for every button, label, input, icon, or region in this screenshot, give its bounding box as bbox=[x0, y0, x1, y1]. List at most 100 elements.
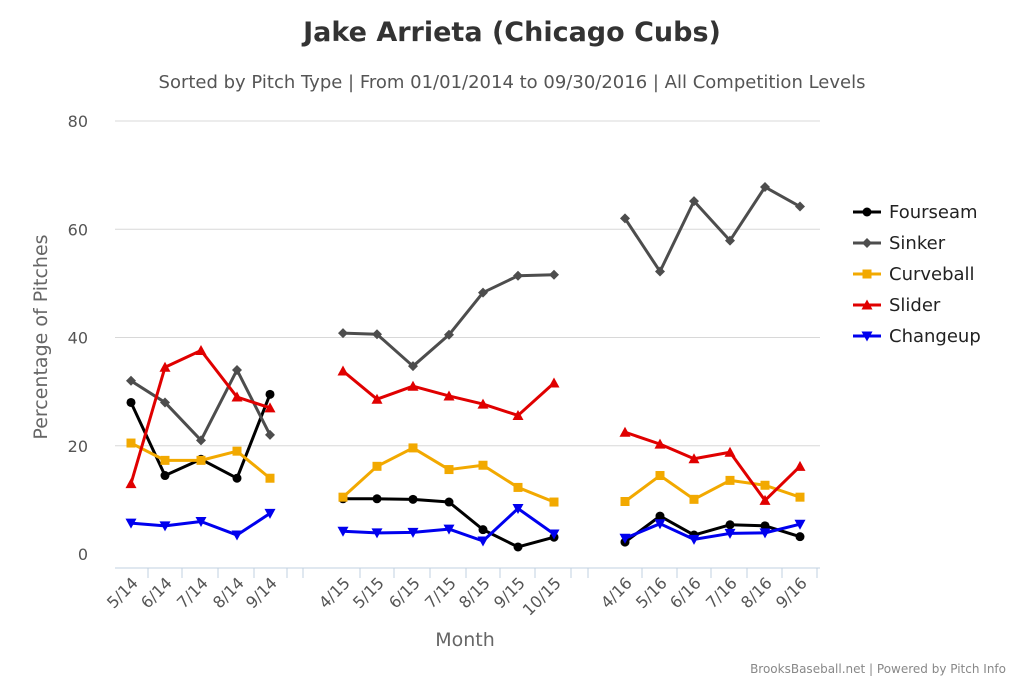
changeup-point[interactable] bbox=[794, 519, 806, 530]
fourseam-point[interactable] bbox=[232, 473, 242, 483]
curveball-point[interactable] bbox=[372, 461, 382, 471]
slider-point[interactable] bbox=[231, 391, 243, 402]
sinker-point[interactable] bbox=[549, 269, 559, 280]
changeup-point[interactable] bbox=[125, 518, 137, 529]
legend-marker[interactable] bbox=[861, 299, 873, 310]
curveball-point[interactable] bbox=[620, 496, 630, 506]
slider-point[interactable] bbox=[337, 365, 349, 376]
curveball-point[interactable] bbox=[160, 455, 170, 465]
fourseam-point[interactable] bbox=[655, 511, 665, 521]
fourseam-point[interactable] bbox=[160, 471, 170, 481]
changeup-point[interactable] bbox=[407, 527, 419, 538]
slider-point[interactable] bbox=[125, 478, 137, 489]
fourseam-point[interactable] bbox=[478, 525, 488, 535]
changeup-point[interactable] bbox=[759, 528, 771, 539]
slider-point[interactable] bbox=[794, 460, 806, 471]
slider-point[interactable] bbox=[548, 377, 560, 388]
sinker-point[interactable] bbox=[408, 361, 418, 372]
sinker-point[interactable] bbox=[160, 397, 170, 408]
changeup-point[interactable] bbox=[443, 524, 455, 535]
sinker-point[interactable] bbox=[760, 182, 770, 193]
sinker-point[interactable] bbox=[795, 201, 805, 212]
curveball-point[interactable] bbox=[265, 473, 275, 483]
changeup-point[interactable] bbox=[724, 528, 736, 539]
legend[interactable]: Fourseam Sinker Curveball Slider Changeup bbox=[853, 202, 981, 347]
curveball-point[interactable] bbox=[232, 446, 242, 456]
changeup-point[interactable] bbox=[619, 533, 631, 544]
sinker-point[interactable] bbox=[689, 196, 699, 207]
changeup-point[interactable] bbox=[512, 504, 524, 515]
changeup-point[interactable] bbox=[231, 530, 243, 541]
legend-item-changeup[interactable]: Changeup bbox=[853, 326, 981, 347]
curveball-point[interactable] bbox=[126, 438, 136, 448]
sinker-point[interactable] bbox=[478, 287, 488, 298]
legend-marker[interactable] bbox=[862, 238, 872, 248]
slider-point[interactable] bbox=[195, 344, 207, 355]
legend-marker[interactable] bbox=[862, 269, 872, 279]
slider-point[interactable] bbox=[688, 453, 700, 464]
changeup-point[interactable] bbox=[337, 526, 349, 537]
sinker-point[interactable] bbox=[232, 364, 242, 375]
slider-point[interactable] bbox=[371, 393, 383, 404]
slider-point[interactable] bbox=[477, 398, 489, 409]
x-tick-label: 8/16 bbox=[737, 573, 776, 612]
changeup-point[interactable] bbox=[688, 534, 700, 545]
slider-point[interactable] bbox=[512, 409, 524, 420]
legend-marker[interactable] bbox=[861, 331, 873, 342]
slider-point[interactable] bbox=[724, 446, 736, 457]
sinker-point[interactable] bbox=[196, 435, 206, 446]
curveball-point[interactable] bbox=[444, 465, 454, 475]
curveball-point[interactable] bbox=[338, 492, 348, 502]
curveball-point[interactable] bbox=[549, 497, 559, 507]
curveball-point[interactable] bbox=[689, 494, 699, 504]
fourseam-point[interactable] bbox=[444, 497, 454, 507]
fourseam-point[interactable] bbox=[760, 521, 770, 531]
fourseam-point[interactable] bbox=[795, 532, 805, 542]
curveball-point[interactable] bbox=[725, 475, 735, 485]
x-tick-label: 7/15 bbox=[421, 573, 460, 612]
fourseam-point[interactable] bbox=[408, 494, 418, 504]
sinker-point[interactable] bbox=[372, 329, 382, 340]
slider-point[interactable] bbox=[407, 380, 419, 391]
curveball-point[interactable] bbox=[196, 455, 206, 465]
changeup-point[interactable] bbox=[654, 519, 666, 530]
slider-point[interactable] bbox=[159, 361, 171, 372]
legend-marker[interactable] bbox=[862, 207, 872, 217]
curveball-point[interactable] bbox=[655, 471, 665, 481]
changeup-point[interactable] bbox=[477, 536, 489, 547]
sinker-point[interactable] bbox=[338, 328, 348, 339]
changeup-point[interactable] bbox=[264, 508, 276, 519]
slider-point[interactable] bbox=[443, 390, 455, 401]
curveball-point[interactable] bbox=[408, 443, 418, 453]
fourseam-point[interactable] bbox=[513, 542, 523, 552]
legend-item-fourseam[interactable]: Fourseam bbox=[853, 202, 978, 223]
slider-point[interactable] bbox=[619, 426, 631, 437]
sinker-point[interactable] bbox=[126, 375, 136, 386]
changeup-line bbox=[624, 522, 801, 541]
sinker-point[interactable] bbox=[725, 235, 735, 246]
sinker-point[interactable] bbox=[444, 329, 454, 340]
changeup-point[interactable] bbox=[548, 529, 560, 540]
curveball-point[interactable] bbox=[760, 480, 770, 490]
changeup-point[interactable] bbox=[195, 517, 207, 528]
slider-point[interactable] bbox=[759, 494, 771, 505]
sinker-point[interactable] bbox=[513, 270, 523, 281]
curveball-point[interactable] bbox=[513, 482, 523, 492]
changeup-point[interactable] bbox=[371, 528, 383, 539]
fourseam-point[interactable] bbox=[265, 389, 275, 399]
slider-point[interactable] bbox=[264, 402, 276, 413]
curveball-point[interactable] bbox=[478, 460, 488, 470]
legend-item-sinker[interactable]: Sinker bbox=[853, 233, 946, 254]
changeup-point[interactable] bbox=[159, 521, 171, 532]
fourseam-point[interactable] bbox=[126, 397, 136, 407]
sinker-point[interactable] bbox=[620, 213, 630, 224]
curveball-point[interactable] bbox=[795, 492, 805, 502]
fourseam-point[interactable] bbox=[372, 494, 382, 504]
sinker-line bbox=[130, 368, 272, 442]
legend-item-curveball[interactable]: Curveball bbox=[853, 264, 975, 285]
fourseam-point[interactable] bbox=[725, 520, 735, 530]
sinker-point[interactable] bbox=[655, 266, 665, 277]
legend-item-slider[interactable]: Slider bbox=[853, 295, 941, 316]
sinker-point[interactable] bbox=[265, 429, 275, 440]
slider-point[interactable] bbox=[654, 438, 666, 449]
